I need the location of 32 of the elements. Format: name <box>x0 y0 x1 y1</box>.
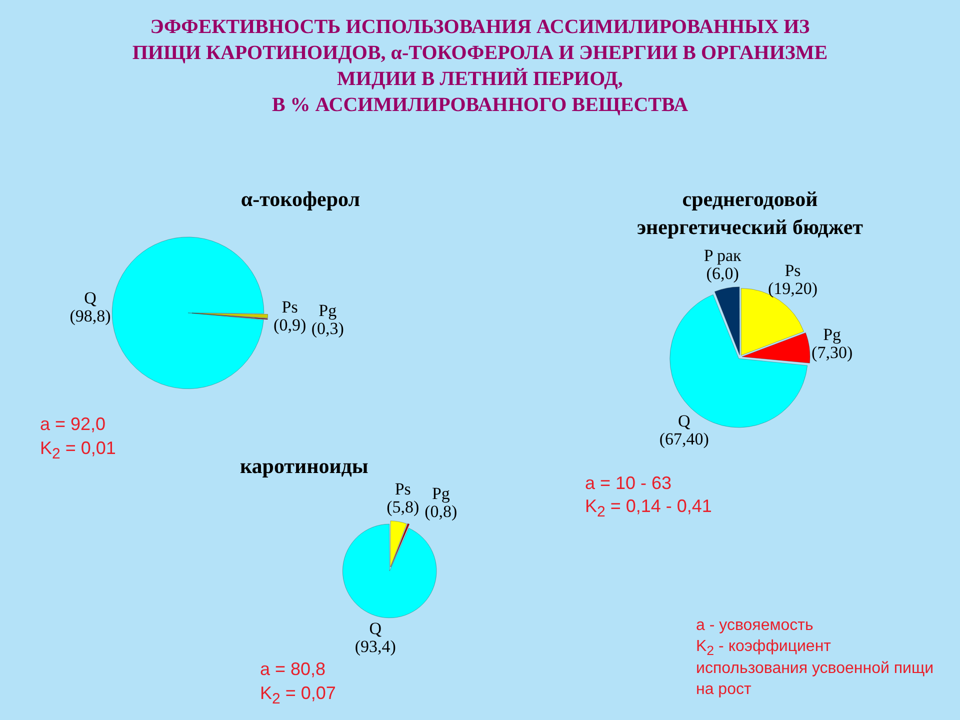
chart-title: каротиноиды <box>240 453 370 480</box>
data-label: (0,3) <box>311 320 344 339</box>
text: K$_{2}$ - коэффициент использования усвоенной пищи на рост <box>696 636 935 700</box>
data-label: (67,40) <box>659 429 709 448</box>
data-label: (6,0) <box>706 264 739 283</box>
chart-title: среднегодовой энергетический бюджет <box>636 186 864 242</box>
text: a - усвояемость <box>696 616 814 636</box>
data-label: (0,9) <box>274 316 306 335</box>
data-label: (0,8) <box>424 502 458 522</box>
slice-label: Q <box>369 619 382 638</box>
text: a = 80,8 <box>260 658 327 682</box>
text: a = 92,0 <box>40 413 107 436</box>
slice-label: Pg <box>432 484 450 504</box>
data-label: (7,30) <box>812 342 853 362</box>
slice-label: Q <box>678 411 690 430</box>
text: K$_{2}$ = 0,01 <box>40 438 116 462</box>
data-label: (98,8) <box>70 306 111 326</box>
slice-label: Ps <box>784 260 801 280</box>
text: K$_{2}$ = 0,07 <box>260 682 337 709</box>
chart-title: α-токоферол <box>240 186 361 213</box>
text: a = 10 - 63 <box>585 472 673 495</box>
slice-label: Ps <box>394 480 411 500</box>
slice-label: Pg <box>823 324 842 344</box>
data-label: (19,20) <box>768 278 818 298</box>
slice-label: Ps <box>282 298 298 317</box>
data-label: (5,8) <box>386 498 420 518</box>
slice-label: Q <box>84 288 96 308</box>
text: ЭФФЕКТИВНОСТЬ ИСПОЛЬЗОВАНИЯ АССИМИЛИРОВАННЫХ ИЗ ПИЩИ КАРОТИНОИДОВ, α-ТОКОФЕРОЛА И ЭНЕРГИИ В ОРГАНИЗМЕ МИДИИ В ЛЕТНИЙ ПЕРИОД, В % АССИМИЛИРОВАННОГО ВЕЩЕСТВА <box>131 15 829 118</box>
data-label: (93,4) <box>354 637 396 656</box>
text: K$_{2}$ = 0,14 - 0,41 <box>585 495 713 522</box>
slice-label: P рак <box>704 246 742 265</box>
slice-label: Pg <box>318 302 338 321</box>
